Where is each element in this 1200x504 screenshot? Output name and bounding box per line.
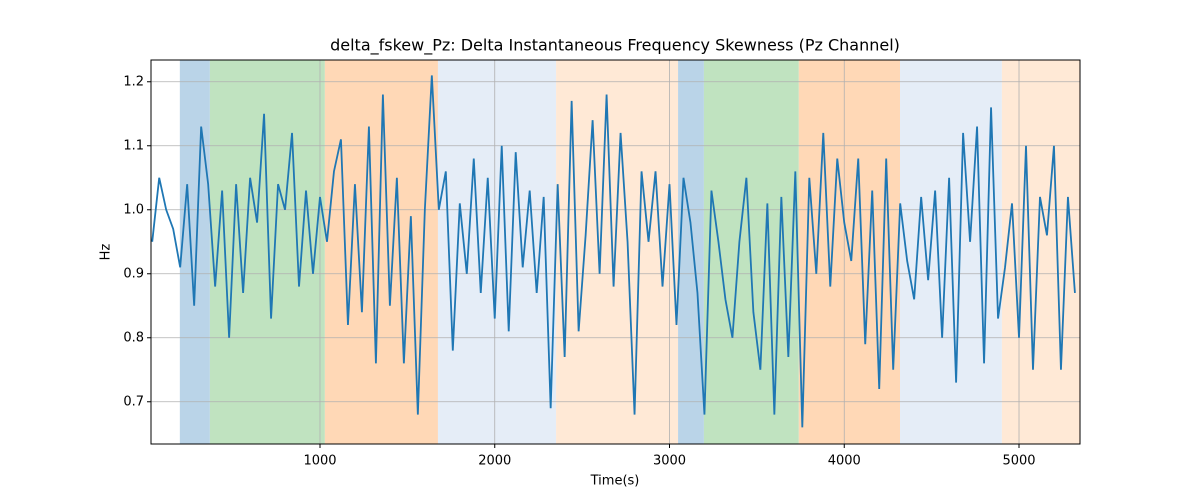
y-tick-label: 0.9	[123, 266, 144, 281]
x-tick-label: 5000	[1002, 454, 1035, 469]
shaded-span	[678, 60, 704, 444]
x-tick-label: 4000	[828, 454, 861, 469]
y-tick-label: 0.7	[123, 394, 144, 409]
data-line	[151, 75, 1076, 428]
x-axis-label: Time(s)	[590, 474, 640, 489]
y-axis-label: Hz	[99, 244, 114, 261]
x-tick-label: 2000	[478, 454, 511, 469]
y-tick-label: 1.0	[123, 202, 144, 217]
shaded-span	[1001, 60, 1080, 444]
y-tick-label: 0.8	[123, 330, 144, 345]
y-tick-label: 1.1	[123, 138, 144, 153]
chart-title: delta_fskew_Pz: Delta Instantaneous Freq…	[330, 36, 900, 56]
plot-frame	[150, 59, 1081, 445]
x-tick-label: 1000	[303, 454, 336, 469]
shaded-span	[179, 60, 210, 444]
y-tick-label: 1.2	[123, 74, 144, 89]
x-tick-label: 3000	[653, 454, 686, 469]
shaded-span	[209, 60, 325, 444]
